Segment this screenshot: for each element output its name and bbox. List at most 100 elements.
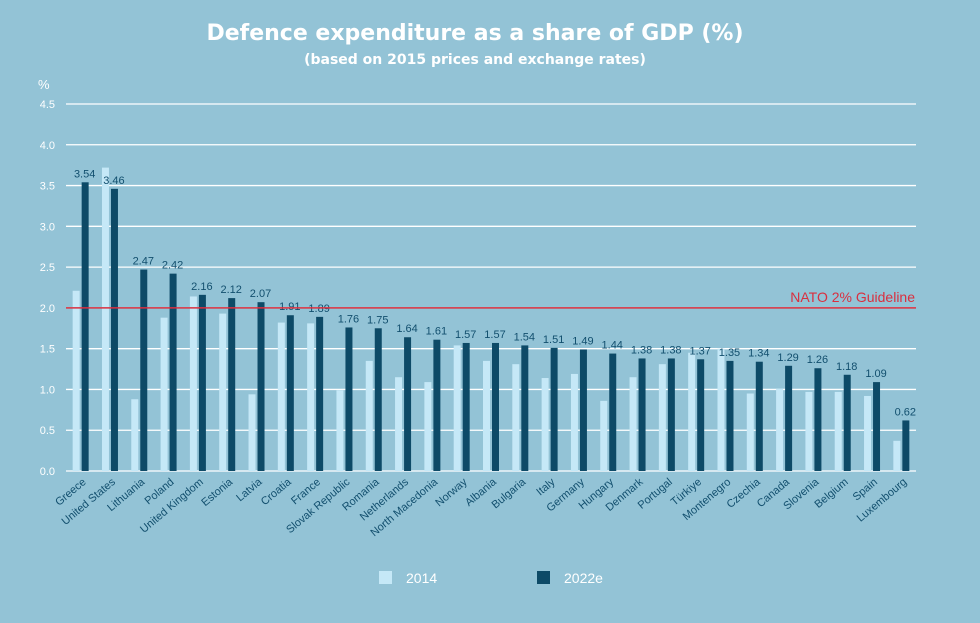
bar-2022e bbox=[316, 316, 324, 471]
chart-subtitle: (based on 2015 prices and exchange rates… bbox=[304, 52, 646, 68]
y-tick-label: 3.0 bbox=[40, 221, 55, 233]
bar-2022e bbox=[110, 188, 118, 471]
bar-2022e bbox=[755, 361, 763, 471]
value-label: 1.51 bbox=[543, 334, 564, 346]
value-label: 1.49 bbox=[572, 335, 593, 347]
x-tick-label: Croatia bbox=[259, 476, 295, 509]
bar-2022e bbox=[697, 359, 705, 471]
value-label: 1.37 bbox=[689, 345, 710, 357]
value-label: 1.61 bbox=[426, 326, 447, 338]
bar-2014 bbox=[893, 440, 901, 471]
bar-2022e bbox=[462, 342, 470, 471]
value-label: 3.54 bbox=[74, 168, 95, 180]
bar-2014 bbox=[834, 391, 842, 471]
bar-2014 bbox=[776, 388, 784, 471]
value-label: 2.47 bbox=[133, 256, 154, 268]
y-tick-label: 1.5 bbox=[40, 344, 55, 356]
bar-2022e bbox=[492, 342, 499, 471]
bar-2014 bbox=[453, 345, 461, 471]
bar-2014 bbox=[658, 364, 666, 471]
bar-2014 bbox=[512, 364, 520, 471]
bar-2014 bbox=[219, 313, 227, 471]
bar-2022e bbox=[550, 347, 558, 471]
bar-2014 bbox=[570, 373, 578, 471]
y-tick-label: 2.0 bbox=[40, 303, 55, 315]
legend-swatch-2014 bbox=[379, 571, 392, 584]
bar-2014 bbox=[395, 377, 403, 471]
value-label: 1.89 bbox=[308, 303, 329, 315]
bar-2022e bbox=[228, 298, 236, 471]
bar-2022e bbox=[345, 327, 353, 471]
x-tick-label: Bulgaria bbox=[490, 476, 529, 512]
bar-2014 bbox=[717, 348, 725, 471]
bar-2014 bbox=[160, 317, 168, 471]
bar-2022e bbox=[140, 269, 148, 471]
gridlines bbox=[66, 103, 916, 472]
bar-2014 bbox=[189, 296, 197, 471]
value-label: 2.42 bbox=[162, 260, 183, 272]
value-label: 1.35 bbox=[719, 347, 740, 359]
y-tick-label: 1.0 bbox=[40, 384, 55, 396]
bars bbox=[72, 167, 910, 471]
bar-2022e bbox=[843, 374, 851, 471]
bar-2014 bbox=[541, 378, 549, 471]
value-label: 1.29 bbox=[777, 352, 798, 364]
y-tick-label: 2.5 bbox=[40, 262, 55, 274]
y-tick-label: 3.5 bbox=[40, 181, 55, 193]
bar-2022e bbox=[785, 365, 793, 471]
x-tick-label: Norway bbox=[433, 476, 470, 509]
value-label: 1.38 bbox=[660, 344, 681, 356]
bar-2022e bbox=[902, 420, 910, 471]
value-label: 2.12 bbox=[220, 284, 241, 296]
y-tick-label: 0.0 bbox=[40, 466, 55, 478]
bar-2022e bbox=[638, 358, 646, 471]
value-label: 2.16 bbox=[191, 281, 212, 293]
bar-2014 bbox=[688, 352, 696, 471]
legend-swatch-2022e bbox=[537, 571, 550, 584]
value-label: 1.34 bbox=[748, 348, 769, 360]
x-tick-label: Italy bbox=[534, 476, 558, 498]
legend-label-2014: 2014 bbox=[406, 570, 437, 586]
bar-2014 bbox=[307, 323, 315, 471]
y-axis-label: % bbox=[38, 77, 50, 92]
bar-2022e bbox=[374, 328, 382, 471]
bar-2022e bbox=[579, 349, 587, 471]
legend-label-2022e: 2022e bbox=[564, 570, 603, 586]
bar-2022e bbox=[814, 368, 822, 471]
bar-2022e bbox=[404, 337, 412, 471]
bar-2014 bbox=[248, 394, 256, 471]
bar-2014 bbox=[600, 400, 608, 471]
y-tick-label: 4.5 bbox=[40, 99, 55, 111]
value-label: 1.76 bbox=[338, 313, 359, 325]
bar-2022e bbox=[257, 302, 265, 471]
value-label: 2.07 bbox=[250, 288, 271, 300]
bar-2022e bbox=[198, 294, 206, 471]
bar-2014 bbox=[805, 391, 813, 471]
chart-title: Defence expenditure as a share of GDP (%… bbox=[206, 21, 744, 46]
y-tick-label: 0.5 bbox=[40, 425, 55, 437]
value-label: 1.57 bbox=[484, 329, 505, 341]
value-label: 1.38 bbox=[631, 344, 652, 356]
value-label: 1.09 bbox=[865, 368, 886, 380]
bar-2014 bbox=[746, 393, 754, 471]
bar-2022e bbox=[433, 339, 441, 471]
bar-2014 bbox=[864, 395, 872, 471]
bar-2022e bbox=[667, 358, 675, 471]
bar-2022e bbox=[286, 315, 294, 471]
value-label: 1.64 bbox=[396, 323, 417, 335]
x-tick-label: Belgium bbox=[812, 476, 850, 511]
y-axis-ticks: 0.0 0.5 1.0 1.5 2.0 2.5 3.0 3.5 4.0 4.5 bbox=[40, 99, 55, 478]
bar-2022e bbox=[169, 273, 177, 471]
bar-2014 bbox=[365, 360, 373, 471]
bar-2014 bbox=[424, 382, 432, 471]
bar-2014 bbox=[131, 399, 139, 471]
value-label: 1.54 bbox=[514, 331, 535, 343]
bar-2014 bbox=[101, 167, 109, 471]
bar-2014 bbox=[72, 290, 80, 471]
bar-2022e bbox=[609, 353, 617, 471]
value-label: 1.26 bbox=[807, 354, 828, 366]
x-tick-label: Estonia bbox=[199, 476, 235, 509]
